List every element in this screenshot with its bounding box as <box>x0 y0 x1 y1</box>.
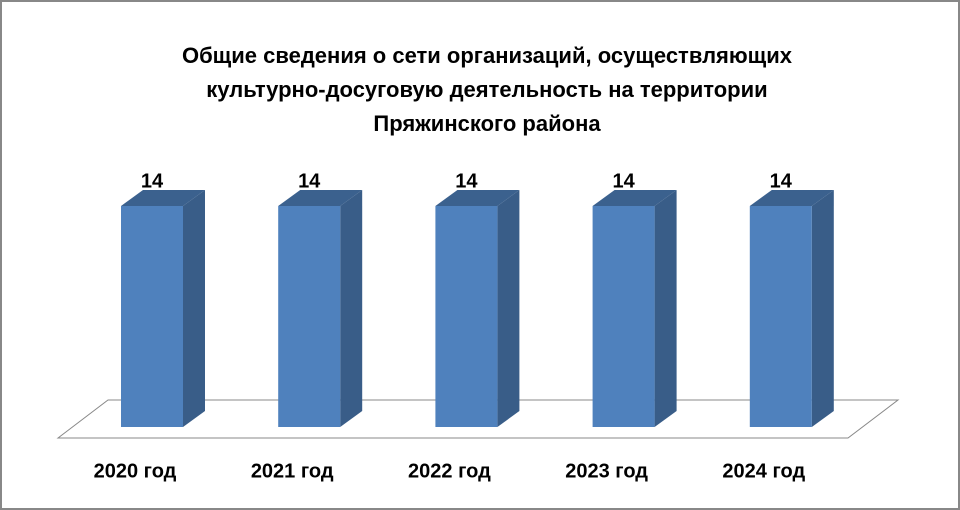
bar-top <box>278 190 363 206</box>
bar <box>435 190 520 427</box>
bar-front <box>435 206 498 427</box>
bar <box>278 190 363 427</box>
bar-front <box>121 206 183 427</box>
chart-title: культурно-досуговую деятельность на терр… <box>206 77 767 102</box>
x-tick-label: 2023 год <box>565 460 648 482</box>
bar-top <box>121 190 205 206</box>
data-label: 14 <box>455 170 478 192</box>
x-tick-label: 2021 год <box>251 460 334 482</box>
data-label: 14 <box>612 170 635 192</box>
x-tick-label: 2022 год <box>408 460 491 482</box>
bar <box>121 190 205 427</box>
bar-front <box>278 206 341 427</box>
x-tick-label: 2024 год <box>722 460 805 482</box>
x-tick-label: 2020 год <box>94 460 177 482</box>
bar-side <box>183 190 205 427</box>
data-label: 14 <box>298 170 321 192</box>
bar-top <box>592 190 677 206</box>
bar-side <box>340 190 363 427</box>
bar-side <box>654 190 677 427</box>
chart-title: Общие сведения о сети организаций, осуще… <box>182 43 793 68</box>
chart-title: Пряжинского района <box>373 111 601 136</box>
bar <box>749 190 834 427</box>
bar-side <box>811 190 834 427</box>
data-label: 14 <box>141 170 164 192</box>
bar-top <box>435 190 520 206</box>
data-label: 14 <box>770 170 793 192</box>
bar-front <box>749 206 812 427</box>
bar <box>592 190 677 427</box>
bar-top <box>749 190 834 206</box>
bar-side <box>497 190 520 427</box>
bar-front <box>592 206 655 427</box>
